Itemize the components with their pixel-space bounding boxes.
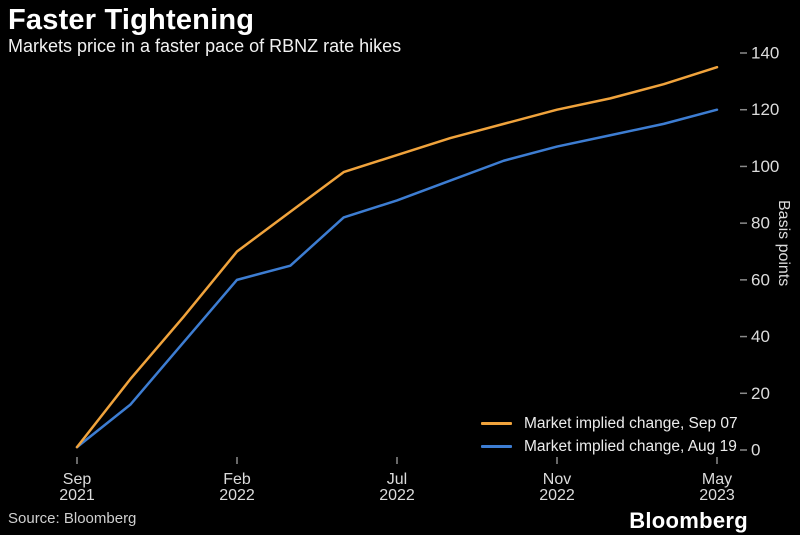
chart-legend: Market implied change, Sep 07 Market imp… xyxy=(481,412,738,458)
y-tick-label: 100 xyxy=(751,157,779,176)
y-tick-mark xyxy=(740,449,747,451)
legend-label-sep07: Market implied change, Sep 07 xyxy=(524,414,738,432)
legend-item-sep07: Market implied change, Sep 07 xyxy=(481,412,738,435)
y-tick-label: 20 xyxy=(751,384,770,403)
x-tick-mark xyxy=(396,457,398,464)
y-tick-mark xyxy=(740,335,747,338)
x-tick-year: 2023 xyxy=(699,487,735,504)
y-tick-label: 140 xyxy=(751,44,779,63)
y-tick-mark xyxy=(740,392,747,395)
legend-label-aug19: Market implied change, Aug 19 xyxy=(524,437,737,455)
y-tick-label: 120 xyxy=(751,100,779,119)
legend-swatch-orange-line-icon xyxy=(481,422,512,425)
y-tick-label: 0 xyxy=(751,441,760,460)
source-note: Source: Bloomberg xyxy=(8,510,137,527)
chart-subtitle: Markets price in a faster pace of RBNZ r… xyxy=(8,36,402,56)
series-line-1 xyxy=(75,108,719,449)
x-tick-month: Feb xyxy=(223,471,251,488)
legend-swatch-blue-line-icon xyxy=(481,445,512,448)
x-tick-year: 2021 xyxy=(59,487,95,504)
x-tick-month: Sep xyxy=(63,471,92,488)
y-tick-label: 40 xyxy=(751,327,770,346)
y-tick-label: 60 xyxy=(751,270,770,289)
bloomberg-logo: Bloomberg xyxy=(629,508,748,533)
y-tick-mark xyxy=(740,222,747,224)
y-axis-title: Basis points xyxy=(775,200,792,287)
x-tick-month: May xyxy=(702,471,732,488)
legend-item-aug19: Market implied change, Aug 19 xyxy=(481,435,738,458)
x-tick-mark xyxy=(716,457,718,464)
series-line-0 xyxy=(75,65,719,449)
y-tick-mark xyxy=(740,279,747,281)
y-tick-mark xyxy=(740,52,747,54)
chart-title: Faster Tightening xyxy=(8,4,255,36)
x-tick-year: 2022 xyxy=(219,487,255,504)
x-tick-year: 2022 xyxy=(539,487,575,504)
x-tick-month: Jul xyxy=(387,471,407,488)
y-tick-mark xyxy=(740,108,747,111)
x-tick-mark xyxy=(556,457,558,464)
y-tick-label: 80 xyxy=(751,214,770,233)
y-tick-mark xyxy=(740,165,747,168)
x-tick-mark xyxy=(76,457,78,464)
x-tick-month: Nov xyxy=(543,471,571,488)
x-tick-year: 2022 xyxy=(379,487,415,504)
x-tick-mark xyxy=(236,457,238,464)
